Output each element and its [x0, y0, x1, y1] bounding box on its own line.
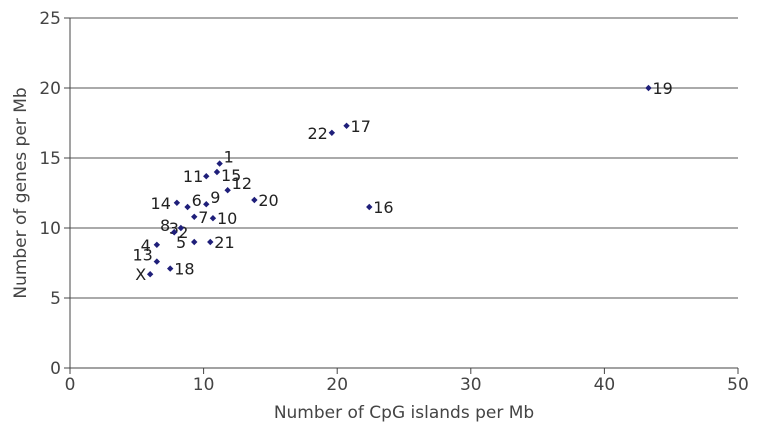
data-point-20: [251, 196, 258, 204]
point-label-21: 21: [214, 233, 234, 252]
point-label-x: X: [135, 265, 146, 284]
y-tick-labels: 0 5 10 15 20 25: [39, 9, 61, 379]
point-label-8: 8: [160, 216, 170, 235]
data-point-15: [213, 168, 221, 176]
point-label-4: 4: [141, 236, 151, 255]
y-axis-title: Number of genes per Mb: [11, 87, 31, 298]
data-point-22: [328, 129, 336, 136]
point-label-11: 11: [183, 167, 203, 186]
y-tick-label: 5: [50, 289, 61, 309]
point-label-15: 15: [221, 166, 241, 185]
x-tick-label: 20: [326, 375, 348, 395]
data-point-1: [216, 160, 223, 167]
y-tick-label: 10: [39, 219, 61, 239]
point-label-16: 16: [373, 198, 393, 217]
x-tick-label: 10: [193, 375, 215, 395]
data-point-21: [207, 238, 214, 246]
y-tick-label: 25: [39, 9, 61, 29]
data-point-6: [184, 203, 191, 211]
point-label-20: 20: [258, 191, 278, 210]
data-point-17: [343, 122, 350, 129]
x-axis-title: Number of CpG islands per Mb: [274, 403, 534, 423]
point-label-9: 9: [210, 188, 220, 207]
gridlines: [70, 17, 738, 299]
y-tick-label: 15: [39, 149, 61, 169]
y-tick-label: 0: [50, 359, 61, 379]
point-label-1: 1: [224, 148, 234, 167]
data-point-7: [191, 213, 198, 220]
x-tick-labels: 0 10 20 30 40 50: [65, 375, 749, 395]
point-label-2: 2: [178, 223, 188, 242]
data-point-4: [153, 241, 161, 248]
point-label-6: 6: [192, 191, 202, 210]
data-point-18: [167, 265, 174, 272]
point-label-18: 18: [174, 260, 194, 279]
data-point-3: [177, 224, 185, 232]
point-label-14: 14: [151, 194, 171, 213]
data-point-x: [146, 271, 154, 278]
data-point-16: [366, 203, 373, 211]
x-tick-label: 40: [594, 375, 616, 395]
x-tick-label: 0: [65, 375, 76, 395]
y-tick-label: 20: [39, 79, 61, 99]
data-point-9: [203, 201, 210, 208]
x-tick-label: 30: [460, 375, 482, 395]
point-label-7: 7: [198, 208, 208, 227]
point-label-12: 12: [232, 174, 252, 193]
point-label-3: 3: [169, 219, 179, 238]
data-point-10: [209, 215, 217, 222]
data-point-14: [173, 199, 181, 206]
data-point-5: [191, 238, 198, 246]
point-label-17: 17: [351, 117, 371, 136]
point-label-13: 13: [132, 246, 152, 265]
point-label-19: 19: [652, 79, 672, 98]
point-label-5: 5: [176, 233, 186, 252]
data-point-12: [224, 187, 231, 194]
data-point-8: [171, 229, 178, 236]
point-label-22: 22: [307, 124, 327, 143]
data-point-19: [645, 84, 652, 92]
x-tick-label: 50: [727, 375, 749, 395]
data-point-13: [153, 258, 161, 265]
axes: [64, 17, 739, 374]
point-label-10: 10: [217, 209, 237, 228]
data-point-11: [203, 173, 210, 180]
